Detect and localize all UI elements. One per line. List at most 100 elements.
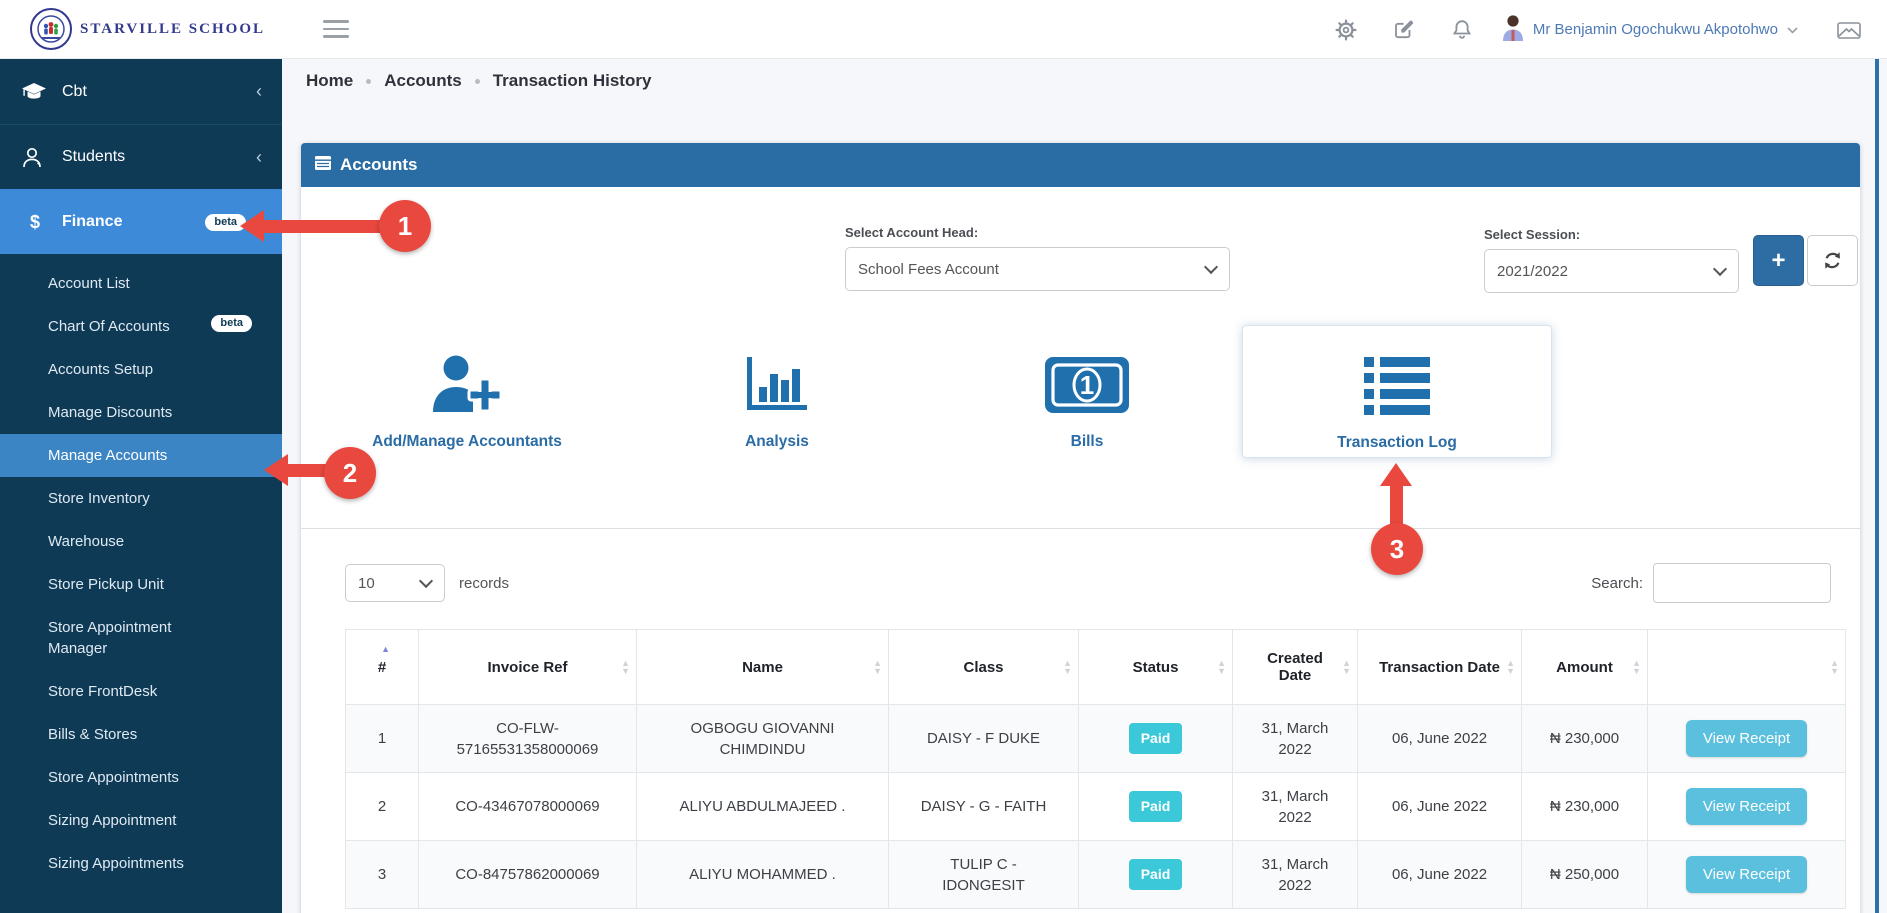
- session-select[interactable]: 2021/2022: [1484, 249, 1739, 293]
- sidebar-item-cbt[interactable]: Cbt ‹: [0, 59, 282, 124]
- annotation-arrow-1-head: [240, 210, 264, 242]
- cell-invoice-ref: CO-43467078000069: [418, 772, 637, 841]
- beta-badge: beta: [211, 315, 252, 332]
- cell-status: Paid: [1078, 704, 1233, 773]
- sidebar-item-finance[interactable]: $ Finance beta: [0, 189, 282, 254]
- col-header-invoice-ref[interactable]: Invoice Ref ▲ ▼: [418, 629, 637, 705]
- chevron-down-icon: [1787, 21, 1798, 39]
- user-name: Mr Benjamin Ogochukwu Akpotohwo: [1532, 21, 1778, 38]
- status-badge: Paid: [1128, 791, 1183, 822]
- records-label: records: [459, 574, 510, 592]
- sidebar-subitem-manage-discounts[interactable]: Manage Discounts: [48, 404, 173, 421]
- breadcrumb-accounts[interactable]: Accounts: [384, 71, 462, 90]
- user-menu[interactable]: Mr Benjamin Ogochukwu Akpotohwo: [1502, 14, 1798, 46]
- sidebar-subitem-account-list[interactable]: Account List: [48, 275, 130, 292]
- accounts-panel: Accounts Select Account Head: School Fee…: [301, 143, 1860, 913]
- account-head-select[interactable]: School Fees Account: [845, 247, 1230, 291]
- shortcut-transaction-log[interactable]: Transaction Log: [1242, 325, 1552, 458]
- scrollbar[interactable]: [1875, 59, 1879, 913]
- school-logo-text: Starville School: [80, 20, 265, 37]
- school-logo-icon: [30, 8, 72, 50]
- view-receipt-button[interactable]: View Receipt: [1685, 856, 1808, 893]
- settings-gear-icon[interactable]: [1334, 18, 1358, 42]
- shortcuts-row: Add/Manage Accountants: [301, 325, 1860, 458]
- dollar-icon: $: [29, 211, 40, 232]
- sidebar-subitem-sizing-appointment[interactable]: Sizing Appointment: [48, 812, 177, 829]
- col-header-name[interactable]: Name ▲ ▼: [636, 629, 889, 705]
- annotation-step-1: 1: [379, 200, 431, 252]
- session-label: Select Session:: [1484, 227, 1581, 242]
- col-header-num[interactable]: # ▲: [345, 629, 419, 705]
- sidebar-subitem-accounts-setup[interactable]: Accounts Setup: [48, 361, 154, 378]
- table-row: 2 CO-43467078000069 ALIYU ABDULMAJEED . …: [345, 772, 1846, 841]
- breadcrumb-home[interactable]: Home: [306, 71, 354, 90]
- sidebar-subitem-store-appointment-manager[interactable]: Store Appointment Manager: [48, 619, 172, 657]
- sidebar-subitem-store-appointments[interactable]: Store Appointments: [48, 769, 179, 786]
- sidebar-subitem-store-pickup-unit[interactable]: Store Pickup Unit: [48, 576, 164, 593]
- cell-class: DAISY - F DUKE: [888, 704, 1079, 773]
- chevron-collapsed-icon: ‹: [256, 146, 262, 167]
- cell-name: OGBOGU GIOVANNI CHIMDINDU: [636, 704, 889, 773]
- refresh-button[interactable]: [1807, 235, 1858, 286]
- sort-icon: ▲ ▼: [621, 658, 630, 676]
- mail-envelope-icon[interactable]: [1836, 19, 1862, 41]
- cell-class: DAISY - G - FAITH: [888, 772, 1079, 841]
- shortcut-bills[interactable]: 1 Bills: [932, 325, 1242, 458]
- cell-num: 3: [345, 840, 419, 909]
- menu-toggle-icon[interactable]: [323, 20, 349, 38]
- shortcut-analysis[interactable]: Analysis: [622, 325, 932, 458]
- top-header: Starville School: [0, 0, 1887, 59]
- col-header-created-date[interactable]: Created Date ▲ ▼: [1232, 629, 1358, 705]
- table-row: 3 CO-84757862000069 ALIYU MOHAMMED . TUL…: [345, 840, 1846, 909]
- cell-amount: ₦ 230,000: [1521, 704, 1648, 773]
- shortcut-label: Add/Manage Accountants: [372, 433, 562, 450]
- shortcut-label: Bills: [1070, 433, 1104, 450]
- sidebar: Cbt ‹ Students ‹ $ Finance beta Account …: [0, 59, 282, 913]
- search-input[interactable]: [1653, 563, 1831, 603]
- sidebar-subitem-manage-accounts[interactable]: Manage Accounts: [0, 434, 282, 477]
- annotation-step-3: 3: [1371, 523, 1423, 575]
- sidebar-subitem-warehouse[interactable]: Warehouse: [48, 533, 125, 550]
- records-count-select[interactable]: 10: [345, 564, 445, 602]
- search-label: Search:: [1591, 574, 1643, 592]
- cell-invoice-ref: CO-84757862000069: [418, 840, 637, 909]
- view-receipt-button[interactable]: View Receipt: [1685, 788, 1808, 825]
- accounts-panel-body: Select Account Head: School Fees Account…: [301, 187, 1860, 909]
- add-session-button[interactable]: +: [1753, 235, 1804, 286]
- notifications-bell-icon[interactable]: [1450, 18, 1474, 42]
- col-header-amount[interactable]: Amount ▲ ▼: [1521, 629, 1648, 705]
- view-receipt-button[interactable]: View Receipt: [1685, 720, 1808, 757]
- cell-actions: View Receipt: [1647, 840, 1846, 909]
- sidebar-subitem-sizing-appointments[interactable]: Sizing Appointments: [48, 855, 184, 872]
- sort-icon: ▲ ▼: [1830, 658, 1839, 676]
- accounts-panel-header: Accounts: [301, 143, 1860, 187]
- table-list-icon: [314, 154, 332, 177]
- sidebar-subitem-bills-stores[interactable]: Bills & Stores: [48, 726, 138, 743]
- breadcrumb-transaction-history: Transaction History: [492, 71, 652, 90]
- compose-edit-icon[interactable]: [1392, 18, 1416, 42]
- col-header-status[interactable]: Status ▲ ▼: [1078, 629, 1233, 705]
- section-divider: [301, 528, 1860, 529]
- table-header-row: # ▲ Invoice Ref ▲ ▼ Name ▲ ▼ Class ▲ ▼ Status ▲ ▼…: [345, 629, 1846, 705]
- sidebar-subitem-store-frontdesk[interactable]: Store FrontDesk: [48, 683, 158, 700]
- sidebar-subitem-store-inventory[interactable]: Store Inventory: [48, 490, 150, 507]
- sort-icon: ▲ ▼: [1506, 658, 1515, 676]
- shortcut-add-manage-accountants[interactable]: Add/Manage Accountants: [312, 325, 622, 458]
- sort-icon: ▲ ▼: [1632, 658, 1641, 676]
- svg-text:1: 1: [1080, 370, 1094, 400]
- banknote-icon: 1: [932, 345, 1242, 425]
- col-header-actions[interactable]: ▲ ▼: [1647, 629, 1846, 705]
- sort-icon: ▲ ▼: [1063, 658, 1072, 676]
- status-badge: Paid: [1128, 723, 1183, 754]
- status-badge: Paid: [1128, 859, 1183, 890]
- col-header-transaction-date[interactable]: Transaction Date ▲ ▼: [1357, 629, 1522, 705]
- school-logo[interactable]: Starville School: [30, 8, 265, 50]
- sidebar-subitem-chart-of-accounts[interactable]: Chart Of Accounts beta: [0, 305, 282, 348]
- sidebar-item-students[interactable]: Students ‹: [0, 124, 282, 189]
- col-header-class[interactable]: Class ▲ ▼: [888, 629, 1079, 705]
- cell-actions: View Receipt: [1647, 704, 1846, 773]
- cell-transaction-date: 06, June 2022: [1357, 840, 1522, 909]
- annotation-arrow-2-head: [264, 454, 288, 486]
- records-per-page: 10 records: [345, 564, 509, 602]
